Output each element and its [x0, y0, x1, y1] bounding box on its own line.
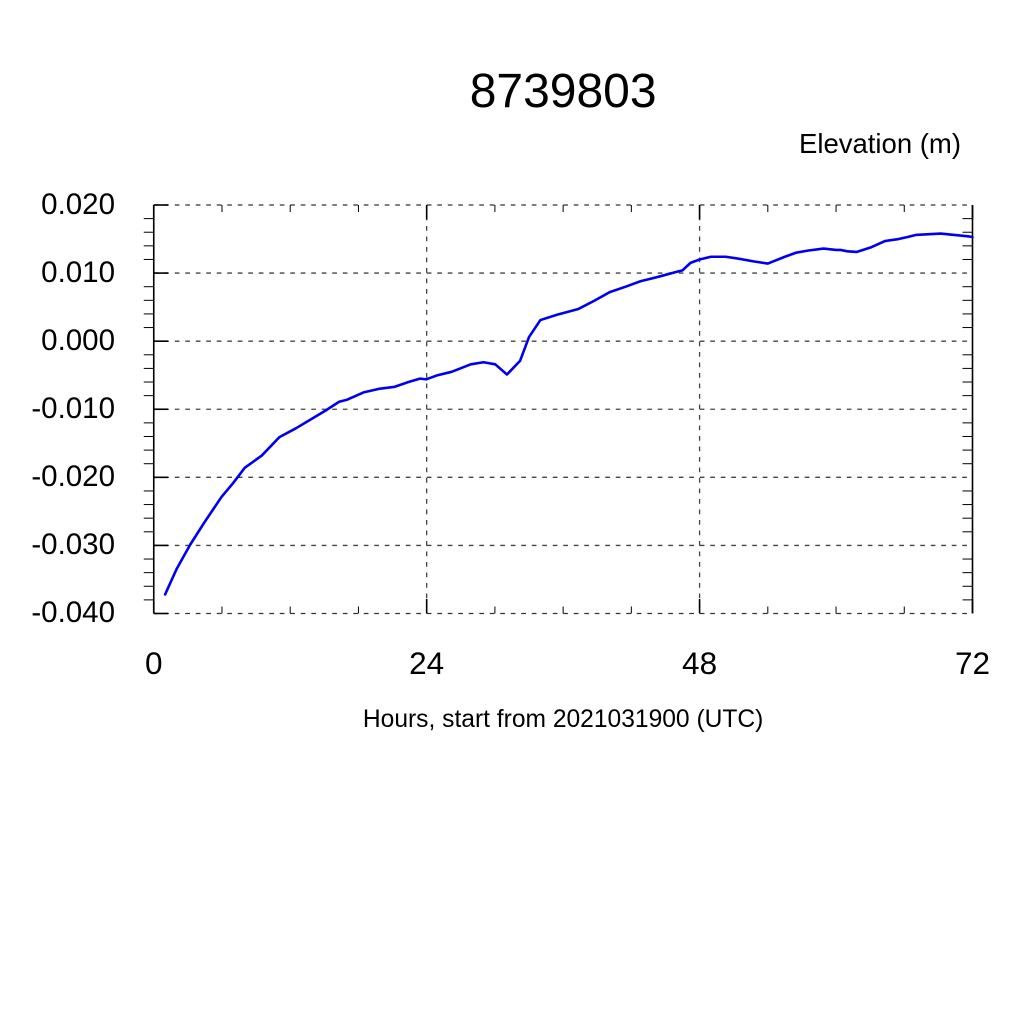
svg-text:0.000: 0.000	[41, 324, 115, 357]
svg-text:-0.040: -0.040	[31, 596, 115, 629]
svg-text:72: 72	[955, 645, 990, 681]
svg-text:-0.020: -0.020	[31, 460, 115, 493]
svg-text:0.010: 0.010	[41, 256, 115, 289]
svg-text:48: 48	[682, 645, 717, 681]
svg-text:24: 24	[409, 645, 444, 681]
svg-text:0.020: 0.020	[41, 188, 115, 221]
svg-text:0: 0	[145, 645, 163, 681]
svg-text:-0.010: -0.010	[31, 392, 115, 425]
svg-text:-0.030: -0.030	[31, 528, 115, 561]
